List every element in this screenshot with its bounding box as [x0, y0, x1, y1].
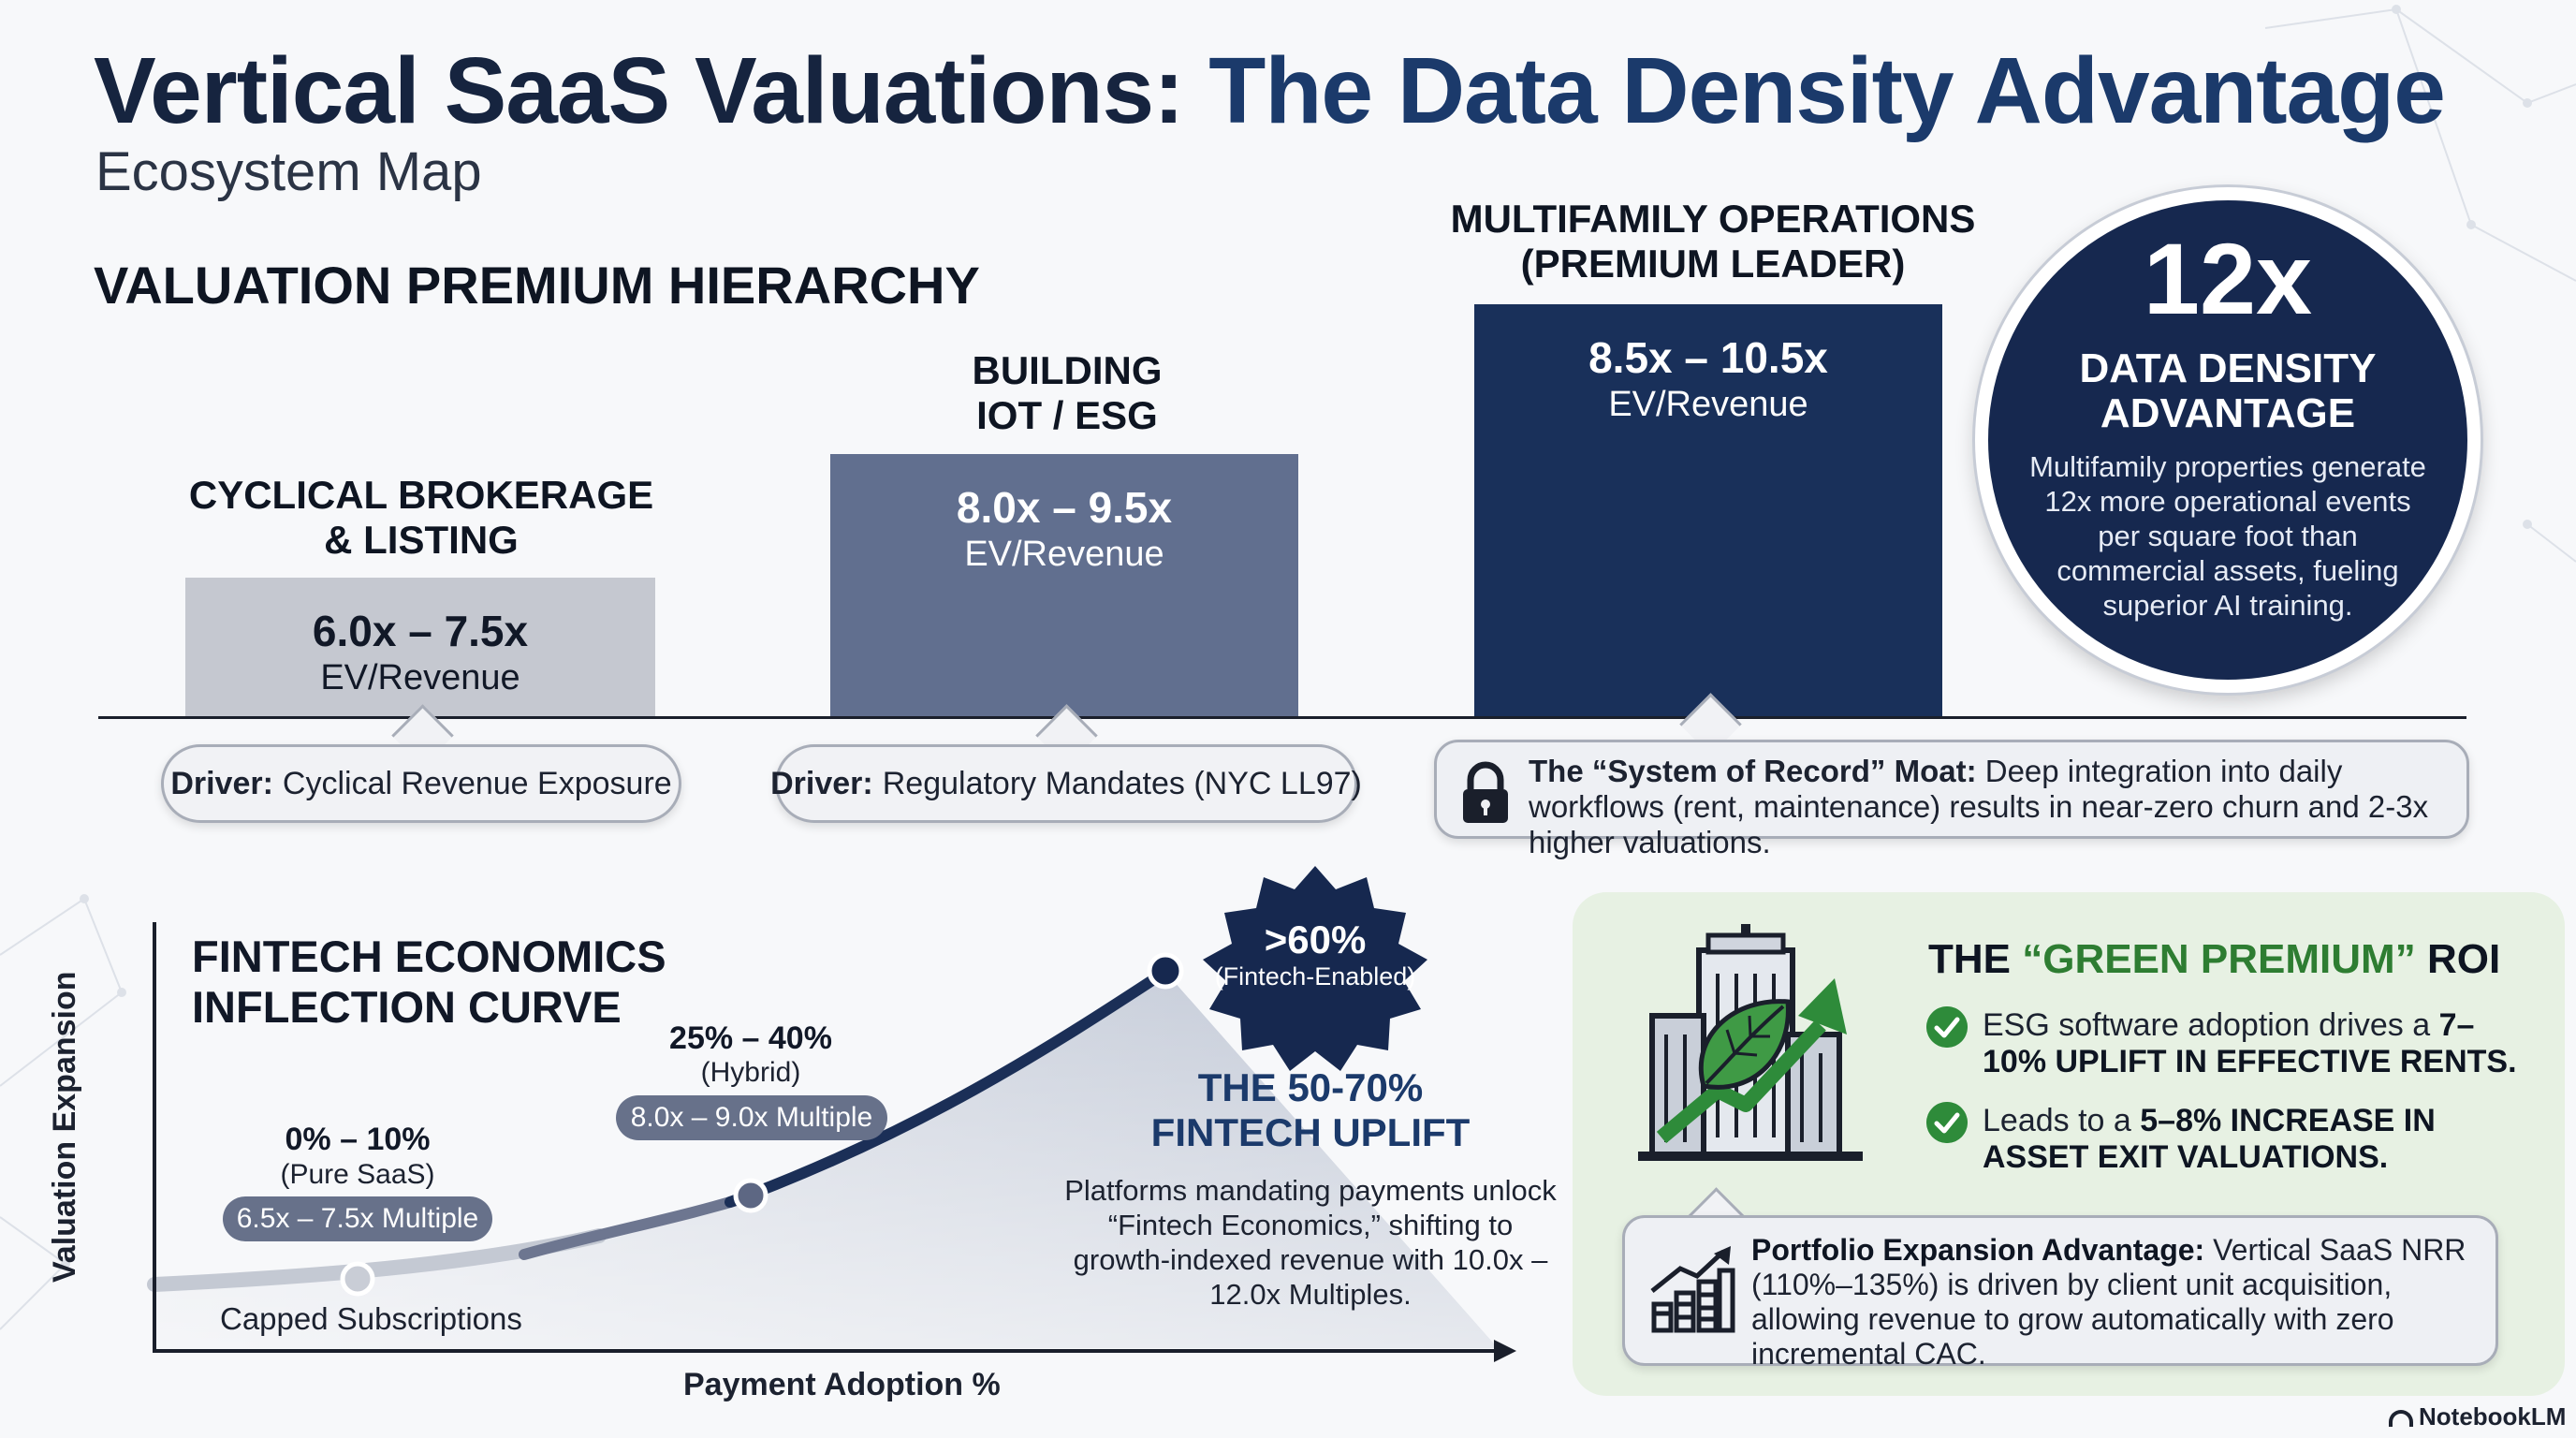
green-item-1: ESG software adoption drives a 7–10% UPL… — [1983, 1007, 2525, 1080]
tier-1-metric: EV/Revenue — [320, 658, 520, 697]
driver-1-text: Cyclical Revenue Exposure — [282, 765, 672, 801]
tier-3-label: MULTIFAMILY OPERATIONS (PREMIUM LEADER) — [1450, 197, 1976, 286]
tier-3-range: 8.5x – 10.5x — [1588, 333, 1828, 382]
stage-1-pct: 0% – 10% — [285, 1122, 431, 1157]
driver-2-pill: Driver: Regulatory Mandates (NYC LL97) — [770, 744, 1362, 823]
tier-2-label: BUILDING IOT / ESG — [972, 348, 1163, 437]
tier-1-range: 6.0x – 7.5x — [312, 607, 529, 655]
stage-2-type: (Hybrid) — [700, 1057, 801, 1088]
bar-growth-icon — [1650, 1246, 1735, 1333]
check-icon — [1926, 1102, 1968, 1143]
lock-icon — [1463, 761, 1508, 823]
tier-2-bar: 8.0x – 9.5x EV/Revenue — [830, 454, 1298, 716]
moat-text: Deep integration into daily workflows (r… — [1529, 754, 2429, 859]
tier-3-metric: EV/Revenue — [1608, 385, 1808, 424]
data-density-value: 12x — [2143, 222, 2313, 335]
fintech-starburst — [1203, 866, 1427, 1071]
tier-3-bar: 8.5x – 10.5x EV/Revenue — [1474, 304, 1942, 716]
driver-2-label: Driver: — [770, 765, 873, 801]
stage-1-point — [340, 1261, 375, 1297]
uplift-description: Platforms mandating payments unlock “Fin… — [1064, 1174, 1557, 1311]
green-item-1-text: ESG software adoption drives a — [1983, 1007, 2431, 1043]
green-title-prefix: THE — [1928, 936, 2011, 982]
watermark-text: NotebookLM — [2419, 1402, 2567, 1431]
tier-1-bar: 6.0x – 7.5x EV/Revenue — [185, 578, 655, 716]
hierarchy-heading: VALUATION PREMIUM HIERARCHY — [94, 256, 980, 315]
stage-1-type: (Pure SaaS) — [280, 1159, 435, 1190]
tier-2-metric: EV/Revenue — [964, 535, 1164, 574]
moat-callout: The “System of Record” Moat: Deep integr… — [1434, 740, 2469, 859]
x-axis-arrowhead — [1494, 1340, 1516, 1362]
green-title-highlight: “GREEN PREMIUM” — [2022, 936, 2416, 982]
data-density-title: DATA DENSITY ADVANTAGE — [2079, 345, 2377, 436]
stage-3-pct: >60% — [1264, 917, 1367, 961]
hierarchy-baseline — [98, 716, 2466, 719]
portfolio-label: Portfolio Expansion Advantage: — [1751, 1233, 2205, 1267]
uplift-title: THE 50-70% FINTECH UPLIFT — [1150, 1065, 1471, 1154]
stage-2-multiple: 8.0x – 9.0x Multiple — [616, 1095, 887, 1140]
stage-1-multiple: 6.5x – 7.5x Multiple — [223, 1196, 492, 1241]
notebooklm-watermark: NotebookLM — [2389, 1402, 2566, 1431]
fintech-title: FINTECH ECONOMICS INFLECTION CURVE — [192, 932, 666, 1032]
portfolio-text-block: Portfolio Expansion Advantage: Vertical … — [1751, 1233, 2486, 1372]
stage-2-point — [733, 1178, 768, 1213]
curve-line-dark — [724, 966, 1171, 1208]
green-item-2: Leads to a 5–8% INCREASE IN ASSET EXIT V… — [1983, 1103, 2469, 1176]
data-density-description: Multifamily properties generate 12x more… — [2029, 450, 2426, 622]
y-axis-label: Valuation Expansion — [47, 971, 82, 1283]
green-premium-title: THE “GREEN PREMIUM” ROI — [1928, 936, 2500, 983]
stage-3-type: (Fintech-Enabled) — [1214, 962, 1416, 990]
moat-label: The “System of Record” Moat: — [1529, 754, 1977, 788]
portfolio-callout: Portfolio Expansion Advantage: Vertical … — [1622, 1215, 2498, 1371]
notebooklm-logo-icon — [2389, 1410, 2413, 1427]
title-part-2: The Data Density Advantage — [1208, 38, 2446, 143]
green-title-suffix: ROI — [2426, 936, 2501, 982]
curve-line-mid — [519, 1191, 754, 1260]
green-item-1-bold: 7–10% UPLIFT IN EFFECTIVE RENTS. — [1983, 1007, 2517, 1079]
page-subtitle: Ecosystem Map — [95, 141, 482, 202]
stage-2-pct: 25% – 40% — [669, 1020, 832, 1056]
driver-1-label: Driver: — [170, 765, 273, 801]
title-part-1: Vertical SaaS Valuations: — [94, 38, 1184, 143]
green-building-growth-icon — [1638, 924, 1863, 1161]
moat-text-block: The “System of Record” Moat: Deep integr… — [1529, 754, 2455, 860]
x-axis-label: Payment Adoption % — [683, 1367, 1001, 1402]
driver-2-text: Regulatory Mandates (NYC LL97) — [882, 765, 1362, 801]
baseline-label: Capped Subscriptions — [220, 1301, 522, 1336]
green-item-2-text: Leads to a — [1983, 1103, 2131, 1138]
portfolio-text: Vertical SaaS NRR (110%–135%) is driven … — [1751, 1233, 2466, 1371]
stage-3-point — [1147, 952, 1184, 990]
page-title: Vertical SaaS Valuations: The Data Densi… — [94, 38, 2446, 143]
tier-1-label: CYCLICAL BROKERAGE & LISTING — [188, 473, 654, 562]
green-item-2-bold: 5–8% INCREASE IN ASSET EXIT VALUATIONS. — [1983, 1103, 2436, 1175]
driver-1-pill: Driver: Cyclical Revenue Exposure — [161, 744, 681, 823]
tier-2-range: 8.0x – 9.5x — [956, 483, 1173, 532]
check-icon — [1926, 1006, 1968, 1048]
